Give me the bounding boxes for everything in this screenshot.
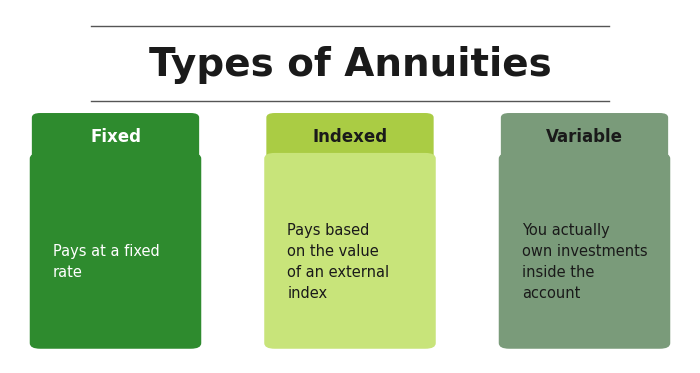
- Text: Types of Annuities: Types of Annuities: [148, 46, 552, 84]
- FancyBboxPatch shape: [30, 153, 202, 349]
- FancyBboxPatch shape: [32, 113, 199, 161]
- Text: Pays based
on the value
of an external
index: Pays based on the value of an external i…: [288, 223, 389, 301]
- Text: Variable: Variable: [546, 128, 623, 146]
- Text: Pays at a fixed
rate: Pays at a fixed rate: [53, 244, 160, 280]
- Text: Indexed: Indexed: [312, 128, 388, 146]
- FancyBboxPatch shape: [266, 113, 433, 161]
- FancyBboxPatch shape: [500, 113, 668, 161]
- Text: Fixed: Fixed: [90, 128, 141, 146]
- FancyBboxPatch shape: [265, 153, 435, 349]
- Text: You actually
own investments
inside the
account: You actually own investments inside the …: [522, 223, 648, 301]
- FancyBboxPatch shape: [498, 153, 670, 349]
